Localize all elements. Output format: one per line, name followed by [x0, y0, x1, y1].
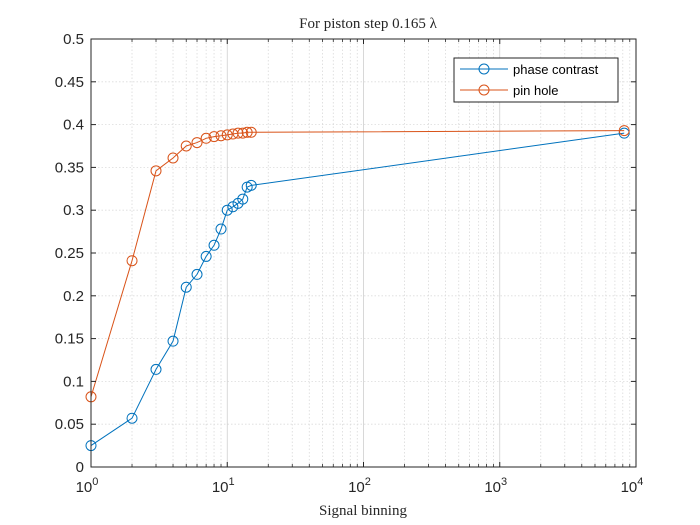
y-tick-label: 0.05: [55, 416, 84, 433]
data-point-pin-hole: [221, 129, 233, 141]
x-tick-label-exponent: 1: [229, 476, 235, 488]
legend-marker-pin-hole: [478, 84, 490, 96]
data-point-pin-hole: [126, 255, 138, 267]
y-tick-label: 0.45: [55, 74, 84, 91]
x-tick-label-exponent: 3: [501, 476, 507, 488]
data-point-pin-hole: [150, 165, 162, 177]
y-tick-label: 0: [76, 459, 84, 476]
legend: phase contrast pin hole: [453, 57, 619, 103]
grid: [90, 39, 637, 467]
y-tick-label: 0.35: [55, 159, 84, 176]
x-tick-label-base: 10: [76, 479, 93, 496]
data-point-pin-hole: [208, 131, 220, 143]
x-tick-label-exponent: 0: [92, 476, 98, 488]
data-point-pin-hole: [191, 137, 203, 149]
y-tick-label: 0.5: [63, 31, 84, 48]
x-tick-label: 101: [212, 476, 235, 496]
x-tick-label-base: 10: [212, 479, 229, 496]
data-point-phase-contrast: [150, 363, 162, 375]
data-point-phase-contrast: [221, 204, 233, 216]
x-tick-label-base: 10: [484, 479, 501, 496]
data-point-phase-contrast: [237, 193, 249, 205]
tick-labels: 100 101 102 103 10400.050.10.150.20.250.30.3…: [55, 31, 644, 496]
y-tick-label: 0.25: [55, 245, 84, 262]
data-point-phase-contrast: [167, 335, 179, 347]
x-tick-label: 100: [76, 476, 99, 496]
data-point-phase-contrast: [618, 127, 630, 139]
data-point-phase-contrast: [200, 250, 212, 262]
data-point-phase-contrast: [208, 239, 220, 251]
x-tick-label-base: 10: [348, 479, 365, 496]
x-axis-label: Signal binning: [319, 503, 407, 519]
data-point-pin-hole: [245, 126, 257, 138]
ticks: [90, 38, 637, 468]
data-point-pin-hole: [241, 126, 253, 138]
data-point-pin-hole: [167, 152, 179, 164]
x-tick-label: 103: [484, 476, 507, 496]
legend-label-phase-contrast: phase contrast: [513, 62, 599, 77]
data-point-pin-hole: [200, 132, 212, 144]
data-point-phase-contrast: [245, 179, 257, 191]
y-tick-label: 0.1: [63, 373, 84, 390]
data-point-phase-contrast: [126, 412, 138, 424]
data-point-phase-contrast: [180, 281, 192, 293]
data-point-pin-hole: [215, 130, 227, 142]
data-point-pin-hole: [180, 140, 192, 152]
series-layer: [85, 125, 630, 452]
data-point-phase-contrast: [191, 268, 203, 280]
series-line-pin-hole: [90, 130, 625, 397]
data-point-pin-hole: [232, 127, 244, 139]
legend-marker-phase-contrast: [478, 63, 490, 75]
legend-label-pin-hole: pin hole: [513, 83, 559, 98]
x-tick-label: 104: [621, 476, 644, 496]
y-tick-label: 0.3: [63, 202, 84, 219]
y-tick-label: 0.4: [63, 117, 84, 134]
x-tick-label-base: 10: [621, 479, 638, 496]
y-tick-label: 0.2: [63, 288, 84, 305]
x-tick-label-exponent: 2: [365, 476, 371, 488]
x-tick-label-exponent: 4: [637, 476, 643, 488]
data-point-phase-contrast: [215, 223, 227, 235]
y-tick-label: 0.15: [55, 331, 84, 348]
data-point-pin-hole: [618, 125, 630, 137]
data-point-pin-hole: [237, 127, 249, 139]
series-line-phase-contrast: [90, 132, 625, 447]
x-tick-label: 102: [348, 476, 371, 496]
chart-title: For piston step 0.165 λ: [299, 16, 437, 32]
